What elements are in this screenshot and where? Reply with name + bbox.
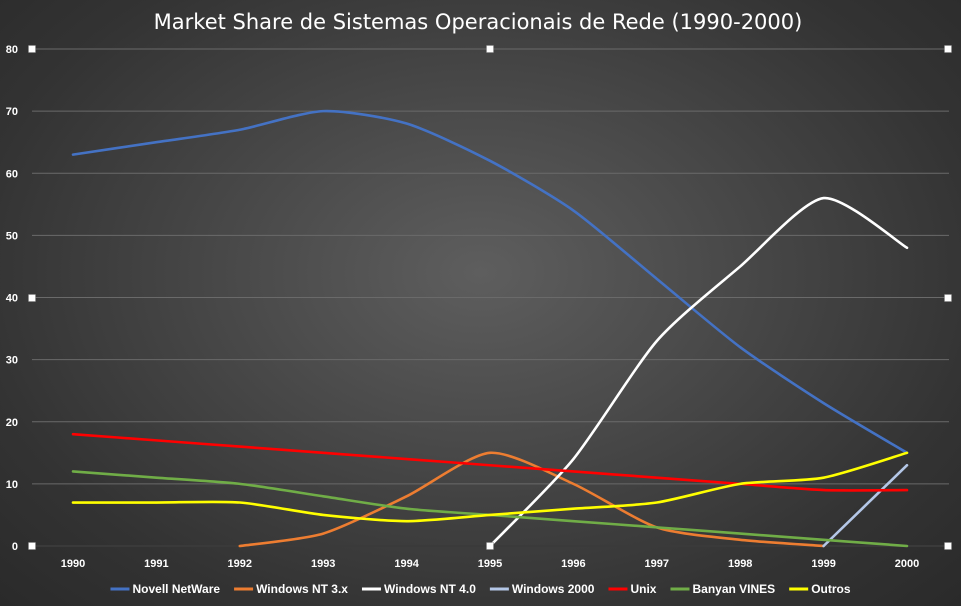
- legend-item[interactable]: Outros: [789, 582, 851, 596]
- x-axis-ticks: 1990 1991 1992 1993 1994 1995 1996 1997 1998 1999…: [61, 558, 919, 570]
- y-tick-label: 70: [6, 106, 18, 118]
- y-tick-label: 40: [6, 293, 18, 305]
- y-tick-label: 10: [6, 479, 18, 491]
- x-tick-label: 1994: [394, 558, 419, 570]
- series-line-banyan-vines[interactable]: [71, 470, 909, 548]
- legend-label: Banyan VINES: [692, 582, 775, 596]
- x-tick-label: 1997: [645, 558, 669, 570]
- x-tick-label: 1995: [478, 558, 502, 570]
- legend-label: Windows NT 3.x: [256, 582, 348, 596]
- legend-label: Outros: [811, 582, 851, 596]
- legend-item[interactable]: Windows NT 4.0: [361, 582, 476, 596]
- y-tick-label: 30: [6, 355, 18, 367]
- resize-handle[interactable]: [486, 542, 494, 550]
- resize-handle[interactable]: [944, 45, 952, 53]
- legend: Novell NetWare Windows NT 3.x Windows NT 4…: [110, 582, 851, 596]
- y-axis-ticks: 0 10 20 30 40 50 60 70 80: [6, 44, 18, 553]
- y-tick-label: 80: [6, 44, 18, 56]
- series-line-windows-2000[interactable]: [822, 463, 909, 548]
- legend-item[interactable]: Windows 2000: [489, 582, 595, 596]
- legend-item[interactable]: Banyan VINES: [670, 582, 775, 596]
- y-tick-label: 0: [12, 541, 18, 553]
- series-line-novell-netware[interactable]: [71, 109, 909, 455]
- series-lines: [71, 109, 909, 548]
- legend-item[interactable]: Windows NT 3.x: [234, 582, 348, 596]
- series-line-windows-nt-3-x[interactable]: [238, 451, 825, 548]
- gridlines: [32, 48, 949, 547]
- legend-label: Windows 2000: [512, 582, 595, 596]
- resize-handle[interactable]: [486, 45, 494, 53]
- legend-item[interactable]: Unix: [608, 582, 657, 596]
- series-line-windows-nt-4-0[interactable]: [488, 196, 909, 548]
- x-tick-label: 1999: [811, 558, 835, 570]
- x-tick-label: 1992: [228, 558, 252, 570]
- x-tick-label: 1990: [61, 558, 85, 570]
- x-tick-label: 1998: [728, 558, 752, 570]
- legend-label: Windows NT 4.0: [384, 582, 476, 596]
- series-line-outros[interactable]: [71, 451, 909, 523]
- x-tick-label: 1996: [561, 558, 585, 570]
- resize-handle[interactable]: [944, 542, 952, 550]
- y-tick-label: 20: [6, 417, 18, 429]
- legend-label: Novell NetWare: [132, 582, 220, 596]
- x-tick-label: 1993: [311, 558, 335, 570]
- selection-handles: [28, 45, 952, 550]
- y-tick-label: 60: [6, 168, 18, 180]
- resize-handle[interactable]: [944, 294, 952, 302]
- legend-label: Unix: [630, 582, 656, 596]
- resize-handle[interactable]: [28, 45, 36, 53]
- x-tick-label: 1991: [144, 558, 168, 570]
- chart-title: Market Share de Sistemas Operacionais de…: [154, 10, 803, 34]
- x-tick-label: 2000: [895, 558, 919, 570]
- resize-handle[interactable]: [28, 542, 36, 550]
- y-tick-label: 50: [6, 230, 18, 242]
- legend-item[interactable]: Novell NetWare: [110, 582, 220, 596]
- resize-handle[interactable]: [28, 294, 36, 302]
- series-line-unix[interactable]: [71, 432, 909, 492]
